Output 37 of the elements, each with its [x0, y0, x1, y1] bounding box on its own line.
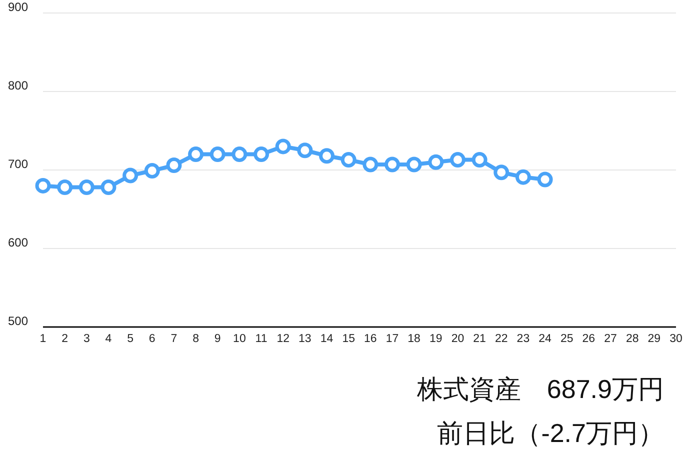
x-tick-label: 7: [170, 333, 178, 345]
x-tick-label: 26: [582, 333, 596, 345]
x-tick-label: 23: [516, 333, 530, 345]
x-tick-label: 13: [298, 333, 312, 345]
text: 前日比（-2.7万円）: [437, 418, 664, 448]
x-tick-label: 20: [451, 333, 464, 345]
x-tick-label: 4: [105, 333, 112, 345]
y-tick-label: 900: [8, 0, 28, 14]
x-tick-label: 12: [276, 333, 290, 345]
x-tick-label: 6: [148, 333, 156, 345]
x-tick-label: 30: [670, 333, 682, 345]
text: 株式資産 687.9万円: [416, 374, 664, 404]
x-tick-label: 2: [62, 333, 68, 345]
x-tick-label: 27: [604, 333, 617, 345]
x-tick-label: 9: [214, 333, 221, 345]
x-tick-label: 18: [408, 333, 420, 345]
x-tick-label: 17: [386, 333, 399, 345]
x-tick-label: 16: [364, 333, 377, 345]
x-tick-label: 15: [342, 333, 355, 345]
x-tick-label: 29: [648, 333, 661, 345]
y-tick-label: 800: [8, 78, 28, 92]
y-tick-label: 500: [8, 314, 28, 328]
x-tick-label: 14: [320, 333, 334, 345]
y-tick-label: 700: [8, 157, 28, 171]
y-tick-label: 600: [8, 236, 28, 250]
x-tick-label: 19: [430, 333, 442, 345]
x-tick-label: 10: [233, 333, 246, 345]
x-tick-label: 5: [127, 333, 134, 345]
x-tick-label: 8: [192, 333, 199, 345]
x-tick-label: 22: [494, 333, 508, 345]
x-tick-label: 25: [560, 333, 574, 345]
x-tick-label: 24: [538, 333, 552, 345]
x-tick-label: 1: [40, 333, 46, 345]
x-tick-label: 21: [473, 333, 486, 345]
x-tick-label: 11: [255, 333, 268, 345]
x-tick-label: 3: [83, 333, 90, 345]
x-tick-label: 28: [626, 333, 639, 345]
